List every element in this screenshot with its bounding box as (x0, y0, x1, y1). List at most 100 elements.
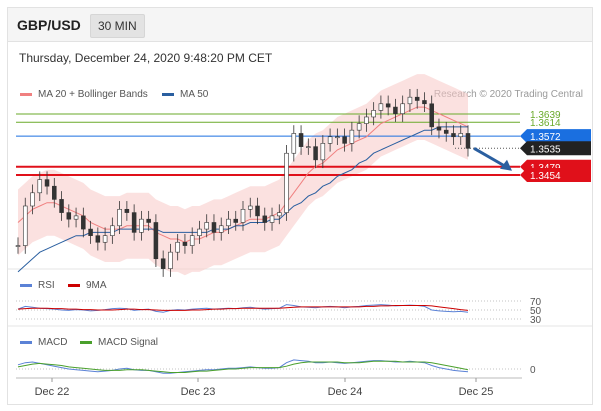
candle-body (240, 208, 246, 223)
candle-body (262, 215, 268, 223)
candle-body (139, 218, 144, 233)
candle-body (153, 222, 159, 260)
candle-body (66, 212, 72, 220)
candle-body (364, 116, 369, 124)
level-label-1.3572: 1.3572 (520, 129, 591, 144)
x-tick-label: Dec 25 (459, 386, 494, 398)
legend-macd-signal: MACD Signal (80, 337, 158, 348)
level-value-1.3572: 1.3572 (530, 132, 561, 143)
candle-body (458, 133, 464, 138)
candle-body (204, 222, 209, 230)
candle-body (211, 222, 217, 233)
rsi-swatch (20, 284, 32, 287)
rsi-level-label-30: 30 (530, 315, 542, 326)
candle-body (189, 235, 195, 246)
candle-body (226, 218, 231, 227)
legend-9ma: 9MA (68, 280, 107, 291)
level-tag-1.3454 (520, 168, 591, 182)
candle-body (298, 133, 304, 147)
candle-body (342, 136, 347, 144)
legend-macd-label: MACD (38, 337, 68, 348)
level-value-1.3614: 1.3614 (530, 118, 561, 129)
candle-body (378, 103, 384, 111)
candle-body (110, 225, 115, 236)
rsi-level-label-50: 50 (530, 306, 542, 317)
candle-body (400, 103, 405, 114)
ma20-swatch (20, 93, 32, 96)
legend-ma50-label: MA 50 (180, 89, 209, 100)
candle-body (335, 136, 340, 139)
candle-body (284, 152, 289, 213)
level-label-1.3639: 1.3639 (530, 110, 561, 121)
legend-9ma-label: 9MA (86, 280, 107, 291)
candle-body (277, 212, 282, 217)
level-tag-1.3535 (520, 141, 591, 156)
candle-body (327, 136, 333, 144)
legend-macd: MACD (20, 337, 67, 348)
macd-zero-label: 0 (530, 365, 536, 376)
candle-body (88, 228, 93, 236)
legend-ma20: MA 20 + Bollinger Bands (20, 89, 148, 100)
candle-body (59, 199, 64, 213)
candle-body (422, 100, 427, 105)
level-tag-1.3572 (520, 129, 591, 144)
legend-macd-signal-label: MACD Signal (98, 337, 159, 348)
timeframe-button[interactable]: 30 MIN (90, 14, 145, 38)
candle-body (182, 241, 188, 246)
candle-body (385, 103, 391, 108)
candle-body (313, 146, 318, 161)
candle-body (175, 241, 180, 253)
chart-header: GBP/USD 30 MIN (8, 8, 592, 42)
candle-body (160, 258, 166, 269)
x-tick-label: Dec 24 (328, 386, 363, 398)
candle-body (291, 133, 297, 154)
candle-body (197, 228, 202, 236)
candle-body (247, 205, 253, 210)
candle-body (356, 123, 362, 131)
candle-body (22, 205, 28, 246)
candle-body (95, 235, 101, 243)
level-value-1.3454: 1.3454 (530, 171, 561, 182)
level-label-1.3614: 1.3614 (530, 118, 561, 129)
candle-body (451, 133, 456, 138)
candle-body (73, 215, 79, 220)
candle-body (37, 179, 43, 194)
legend-ma50: MA 50 (162, 89, 208, 100)
level-value-1.3639: 1.3639 (530, 110, 561, 121)
legend-rsi: RSI (20, 280, 55, 291)
candle-body (320, 143, 326, 161)
candle-body (269, 215, 275, 223)
credit-text: Research © 2020 Trading Central (433, 89, 583, 100)
chart-datetime: Thursday, December 24, 2020 9:48:20 PM C… (19, 51, 273, 65)
candle-body (146, 218, 151, 223)
macd-signal-line (17, 360, 469, 373)
candle-body (414, 96, 420, 101)
bollinger-band (18, 74, 468, 276)
candle-body (255, 205, 260, 217)
9ma-swatch (68, 284, 80, 287)
candle-body (436, 126, 442, 131)
candle-body (81, 215, 86, 230)
legend-ma20-label: MA 20 + Bollinger Bands (38, 89, 148, 100)
candle-body (15, 245, 21, 247)
candle-body (168, 251, 173, 269)
candle-body (393, 106, 398, 114)
legend-rsi-label: RSI (38, 280, 55, 291)
candle-body (233, 218, 239, 223)
candle-body (117, 208, 122, 227)
rsi-9ma-line (17, 305, 469, 311)
candle-body (429, 103, 434, 128)
candle-body (218, 225, 224, 233)
x-tick-label: Dec 23 (181, 386, 216, 398)
forecast-arrow-head (500, 159, 512, 171)
candle-body (102, 235, 108, 243)
macd-signal-swatch (80, 341, 92, 344)
symbol-label: GBP/USD (17, 17, 81, 33)
candle-body (349, 129, 355, 144)
ma50-swatch (162, 93, 174, 96)
candle-body (443, 129, 449, 134)
forecast-arrow-shaft (473, 146, 507, 169)
level-value-1.3535: 1.3535 (530, 144, 561, 155)
rsi-level-label-70: 70 (530, 297, 542, 308)
